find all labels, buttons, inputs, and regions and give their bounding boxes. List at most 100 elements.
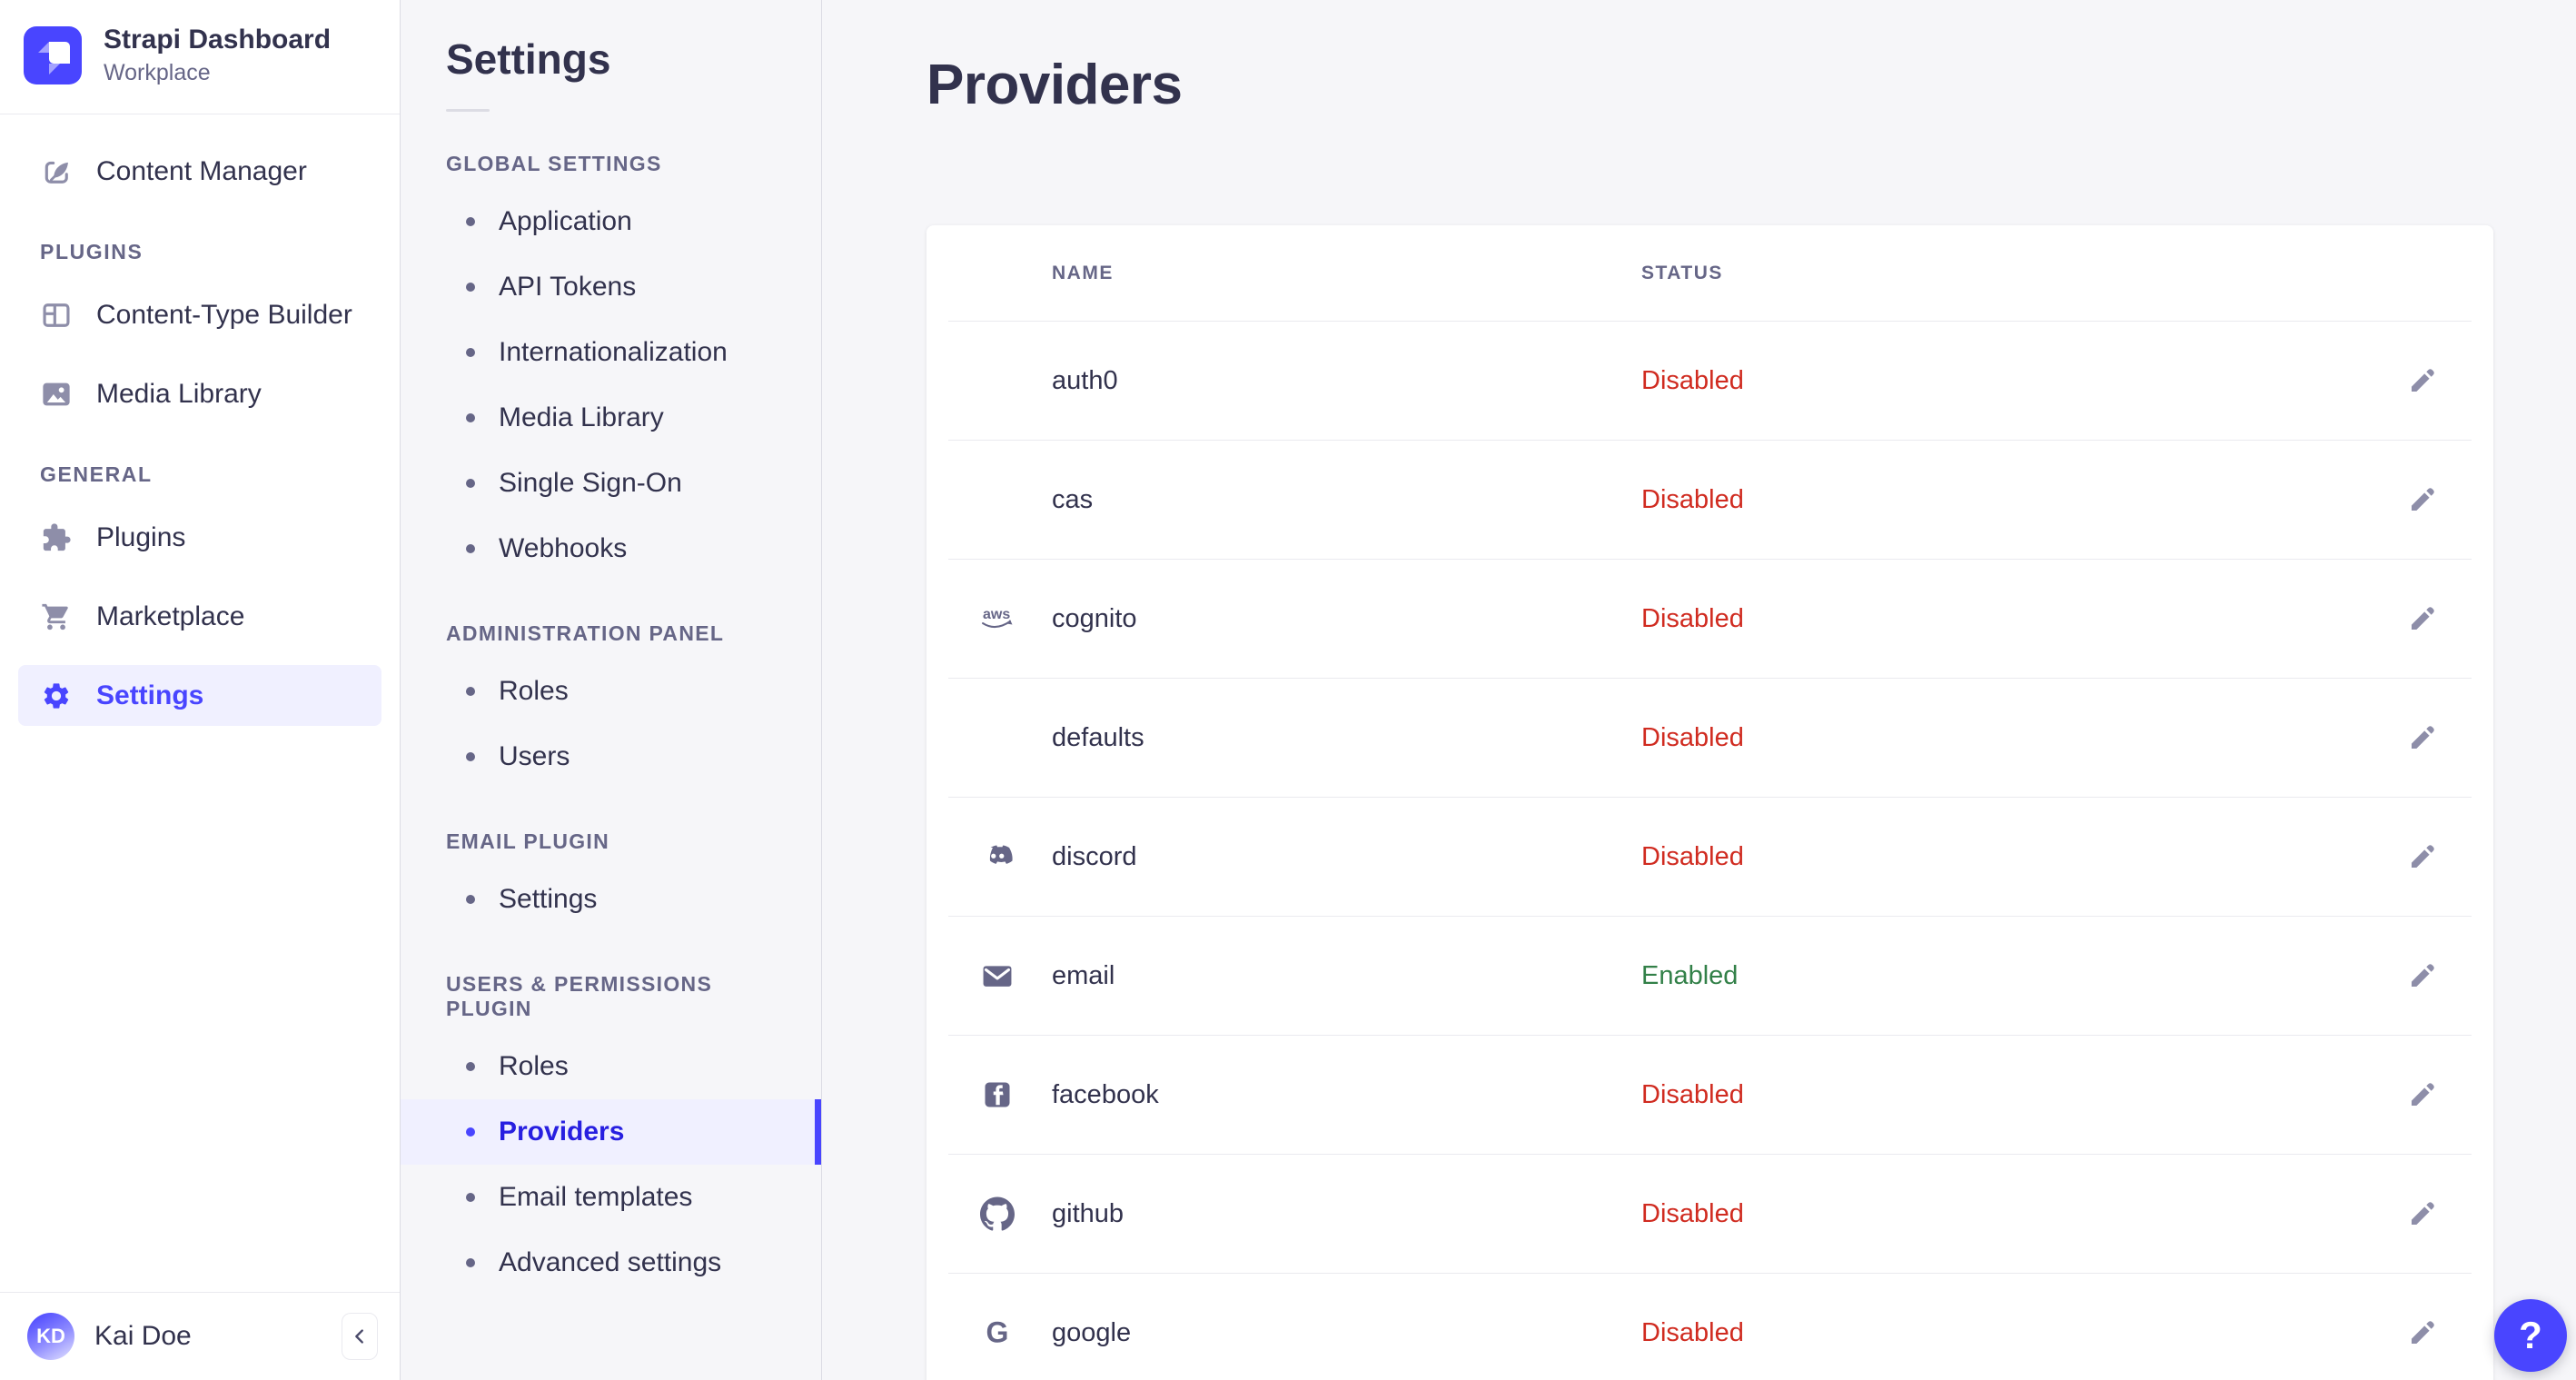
status-badge: Enabled [1641, 960, 1739, 990]
subnav-item-admin-users[interactable]: Users [401, 724, 821, 789]
edit-provider-button[interactable] [2403, 599, 2442, 639]
column-header-name: NAME [1052, 262, 1114, 283]
subnav-item-admin-roles[interactable]: Roles [401, 659, 821, 724]
subnav-item-label: Roles [499, 676, 569, 706]
table-row: cas Disabled [948, 440, 2472, 559]
provider-name: defaults [1052, 722, 1144, 752]
subnav-item-label: Application [499, 206, 632, 236]
provider-name: cas [1052, 484, 1094, 514]
nav-item-label: Media Library [96, 378, 262, 409]
subnav-item-providers[interactable]: Providers [401, 1099, 821, 1165]
collapse-sidebar-button[interactable] [342, 1313, 378, 1360]
bullet-icon [466, 895, 475, 904]
bullet-icon [466, 752, 475, 761]
image-icon [40, 378, 73, 411]
table-row: G google Disabled [948, 1273, 2472, 1380]
aws-icon: aws [977, 599, 1017, 639]
facebook-icon [977, 1075, 1017, 1115]
pencil-icon [2408, 1318, 2437, 1347]
workspace-brand[interactable]: Strapi Dashboard Workplace [0, 0, 400, 114]
bullet-icon [466, 217, 475, 226]
user-name: Kai Doe [94, 1321, 192, 1351]
provider-name: email [1052, 960, 1115, 990]
pencil-icon [2408, 366, 2437, 395]
status-badge: Disabled [1641, 841, 1744, 871]
nav-item-marketplace[interactable]: Marketplace [18, 586, 381, 647]
subnav-item-label: Single Sign-On [499, 468, 682, 498]
table-row: defaults Disabled [948, 678, 2472, 797]
providers-table-card: NAME STATUS auth0 Disabled cas Disabled [926, 225, 2493, 1380]
status-badge: Disabled [1641, 1079, 1744, 1109]
subnav-item-media-library[interactable]: Media Library [401, 385, 821, 451]
subnav-divider [446, 109, 490, 112]
bullet-icon [466, 1193, 475, 1202]
subnav-item-advanced-settings[interactable]: Advanced settings [401, 1230, 821, 1296]
nav-item-content-manager[interactable]: Content Manager [18, 141, 381, 202]
nav-item-settings[interactable]: Settings [18, 665, 381, 726]
edit-provider-button[interactable] [2403, 718, 2442, 758]
pencil-icon [2408, 1199, 2437, 1228]
provider-name: github [1052, 1198, 1125, 1228]
provider-name: discord [1052, 841, 1137, 871]
bullet-icon [466, 544, 475, 553]
table-row: email Enabled [948, 916, 2472, 1035]
nav-item-label: Content-Type Builder [96, 299, 352, 330]
bullet-icon [466, 1258, 475, 1267]
nav-item-plugins[interactable]: Plugins [18, 507, 381, 568]
edit-provider-button[interactable] [2403, 480, 2442, 520]
subnav-item-application[interactable]: Application [401, 189, 821, 254]
pencil-icon [2408, 604, 2437, 633]
subnav-item-email-settings[interactable]: Settings [401, 867, 821, 932]
subnav-item-internationalization[interactable]: Internationalization [401, 320, 821, 385]
svg-text:G: G [986, 1316, 1009, 1349]
edit-provider-button[interactable] [2403, 1313, 2442, 1353]
subnav-section-email-plugin: EMAIL PLUGIN [446, 829, 610, 853]
edit-provider-button[interactable] [2403, 956, 2442, 996]
subnav-item-single-sign-on[interactable]: Single Sign-On [401, 451, 821, 516]
edit-provider-button[interactable] [2403, 1194, 2442, 1234]
subnav-item-label: Email templates [499, 1182, 693, 1212]
bullet-icon [466, 687, 475, 696]
nav-item-label: Content Manager [96, 155, 307, 186]
provider-name: facebook [1052, 1079, 1159, 1109]
edit-provider-button[interactable] [2403, 1075, 2442, 1115]
avatar[interactable]: KD [27, 1313, 74, 1360]
provider-name: auth0 [1052, 365, 1118, 395]
subnav-item-label: Internationalization [499, 337, 728, 367]
subnav-item-email-templates[interactable]: Email templates [401, 1165, 821, 1230]
subnav-item-label: Settings [499, 884, 598, 914]
nav-item-media-library[interactable]: Media Library [18, 363, 381, 424]
status-badge: Disabled [1641, 1317, 1744, 1347]
page-title: Providers [926, 54, 1183, 116]
bullet-icon [466, 413, 475, 422]
nav-section-general: GENERAL [40, 462, 153, 486]
nav-section-plugins: PLUGINS [40, 240, 144, 263]
status-badge: Disabled [1641, 722, 1744, 752]
user-section: KD Kai Doe [0, 1292, 400, 1380]
subnav-title: Settings [446, 35, 611, 83]
main-nav-list: Content Manager PLUGINS Content-Type Bui… [0, 114, 400, 1292]
pencil-icon [2408, 485, 2437, 514]
subnav-item-webhooks[interactable]: Webhooks [401, 516, 821, 581]
settings-subnav: Settings GLOBAL SETTINGS Application API… [401, 0, 822, 1380]
table-row: aws cognito Disabled [948, 559, 2472, 678]
workspace-title: Strapi Dashboard [104, 25, 332, 55]
subnav-item-api-tokens[interactable]: API Tokens [401, 254, 821, 320]
status-badge: Disabled [1641, 484, 1744, 514]
subnav-item-label: API Tokens [499, 272, 637, 302]
workspace-subtitle: Workplace [104, 60, 211, 85]
subnav-item-label: Webhooks [499, 533, 628, 563]
main-content: Providers NAME STATUS auth0 Disabled cas… [822, 0, 2576, 1380]
subnav-item-up-roles[interactable]: Roles [401, 1034, 821, 1099]
bullet-icon [466, 348, 475, 357]
nav-item-content-type-builder[interactable]: Content-Type Builder [18, 284, 381, 345]
edit-provider-button[interactable] [2403, 837, 2442, 877]
puzzle-icon [40, 521, 73, 554]
gear-icon [40, 680, 73, 712]
help-button[interactable]: ? [2494, 1299, 2567, 1372]
edit-provider-button[interactable] [2403, 361, 2442, 401]
svg-text:aws: aws [983, 607, 1010, 622]
status-badge: Disabled [1641, 1198, 1744, 1228]
table-row: facebook Disabled [948, 1035, 2472, 1154]
column-header-status: STATUS [1641, 262, 1723, 283]
